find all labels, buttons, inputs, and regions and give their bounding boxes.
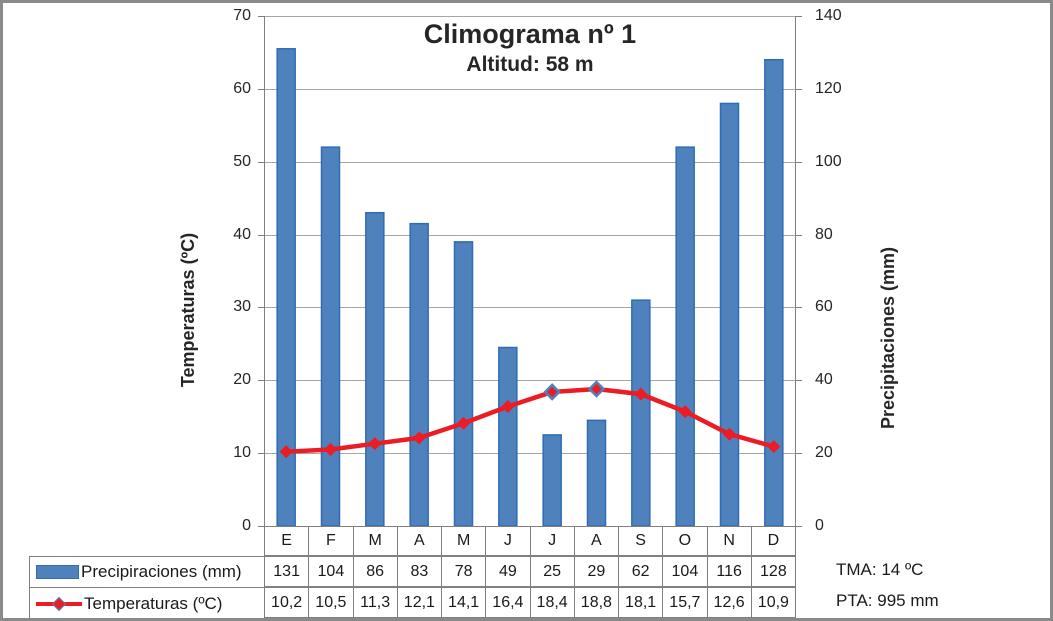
right-axis-tick-label: 80 (815, 225, 833, 243)
month-header-cell: M (442, 527, 487, 555)
temperature-value-cell: 12,1 (398, 588, 442, 617)
precipitation-bar (365, 211, 385, 527)
temperature-marker-highlighted (587, 380, 606, 398)
precipitation-value-cell: 62 (619, 557, 664, 586)
temperature-value-row: 10,2 10,5 11,3 12,1 14,1 16,4 18,4 18,8 18,1 15,7… (264, 587, 796, 618)
pta-label: PTA: 995 mm (836, 591, 939, 610)
right-axis-tick-label: 60 (815, 298, 833, 316)
temperature-marker (457, 416, 470, 430)
left-axis-tick-label: 50 (233, 152, 251, 170)
temperature-line (283, 386, 777, 454)
temperature-marker (324, 443, 337, 456)
right-axis-tick-label: 120 (815, 79, 842, 97)
temperature-value-cell: 14,1 (442, 588, 487, 617)
temperature-marker (678, 405, 692, 419)
left-axis-tick-label: 60 (233, 79, 251, 97)
left-axis-tick-label: 0 (242, 517, 251, 534)
temperature-marker (634, 387, 648, 401)
tma-label: TMA: 14 ºC (836, 560, 924, 579)
right-axis-tick-label: 140 (815, 7, 842, 24)
plot-area (258, 16, 802, 527)
temperature-marker (412, 431, 426, 445)
precipitation-bar (453, 241, 474, 527)
precipitation-bar (320, 146, 341, 527)
left-axis-tick-label: 10 (233, 444, 251, 462)
temperature-value-cell: 16,4 (486, 588, 531, 617)
legend-table: Precipiraciones (mm) Temperaturas (ºC) (29, 556, 265, 618)
month-header-cell: N (708, 527, 752, 555)
temperature-marker (723, 427, 736, 441)
precipitation-bar (498, 346, 518, 527)
left-axis-tick-label: 70 (233, 7, 251, 24)
precipitation-value-row: 131 104 86 83 78 49 25 29 62 104 116 128 (264, 556, 796, 587)
month-header-cell: O (663, 527, 708, 555)
summary-annotations: TMA: 14 ºC PTA: 995 mm (836, 554, 939, 616)
month-header-cell: E (265, 527, 310, 555)
precipitation-value-cell: 131 (265, 557, 310, 586)
precipitation-bar-key-icon (36, 565, 79, 579)
precipitation-bar (675, 146, 695, 527)
temperature-legend-label: Temperaturas (ºC) (84, 593, 223, 613)
temperature-marker (767, 440, 781, 454)
precipitation-value-cell: 29 (575, 557, 619, 586)
precipitation-bar (409, 222, 429, 527)
temperature-value-cell: 10,9 (757, 593, 789, 611)
month-header-cell: A (398, 527, 442, 555)
temperature-value-cell: 11,3 (354, 588, 398, 617)
right-axis-tick-label: 0 (815, 517, 824, 534)
temperature-value-cell: 15,7 (663, 588, 708, 617)
precipitation-value-cell: 116 (708, 557, 752, 586)
precipitation-value-cell: 86 (354, 557, 398, 586)
temperature-value-cell: 18,8 (575, 588, 619, 617)
precipitation-legend-row: Precipiraciones (mm) (30, 557, 265, 588)
precipitation-value-cell: 78 (442, 557, 487, 586)
temperature-value-cell: 18,4 (531, 588, 575, 617)
precipitation-value-cell: 83 (398, 557, 442, 586)
right-axis-tick-label: 40 (815, 371, 833, 389)
precipitation-legend-label: Precipiraciones (mm) (81, 562, 242, 581)
temperature-legend-row: Temperaturas (ºC) (30, 588, 265, 618)
temperature-value-cell: 12,6 (708, 588, 752, 617)
temperature-line-key-icon (36, 596, 82, 611)
right-axis-tick-label: 20 (815, 444, 833, 462)
left-axis-tick-label: 30 (233, 298, 251, 316)
precipitation-value-cell: 128 (760, 562, 787, 580)
precipitation-bar (719, 102, 740, 527)
chart-title: Climograma nº 1 (423, 19, 637, 49)
precipitation-bar (631, 299, 651, 527)
precipitation-bar (764, 58, 784, 527)
precipitation-value-cell: 49 (486, 557, 531, 586)
temperature-value-cell: 10,5 (309, 588, 354, 617)
precipitation-bar (542, 434, 562, 527)
month-header-cell: F (309, 527, 354, 555)
temperature-marker (279, 445, 293, 459)
month-header-cell: S (619, 527, 664, 555)
left-axis-tick-label: 20 (233, 371, 251, 389)
temperature-value-cell: 18,1 (619, 588, 664, 617)
month-header-cell: A (575, 527, 619, 555)
precipitation-bar (586, 419, 607, 527)
precipitation-value-cell: 104 (309, 557, 354, 586)
chart-subtitle: Altitud: 58 m (466, 53, 594, 76)
temperature-value-cell: 10,2 (265, 588, 310, 617)
month-header-cell: M (354, 527, 398, 555)
month-header-cell: J (531, 527, 575, 555)
temperature-marker-highlighted (543, 383, 561, 401)
precipitation-value-cell: 104 (663, 557, 708, 586)
temperature-marker (368, 437, 382, 451)
precipitation-value-cell: 25 (531, 557, 575, 586)
right-axis-tick-label: 100 (815, 152, 842, 170)
month-header-cell: D (767, 532, 780, 549)
month-header-cell: J (486, 527, 531, 555)
left-axis-tick-label: 40 (233, 225, 251, 243)
